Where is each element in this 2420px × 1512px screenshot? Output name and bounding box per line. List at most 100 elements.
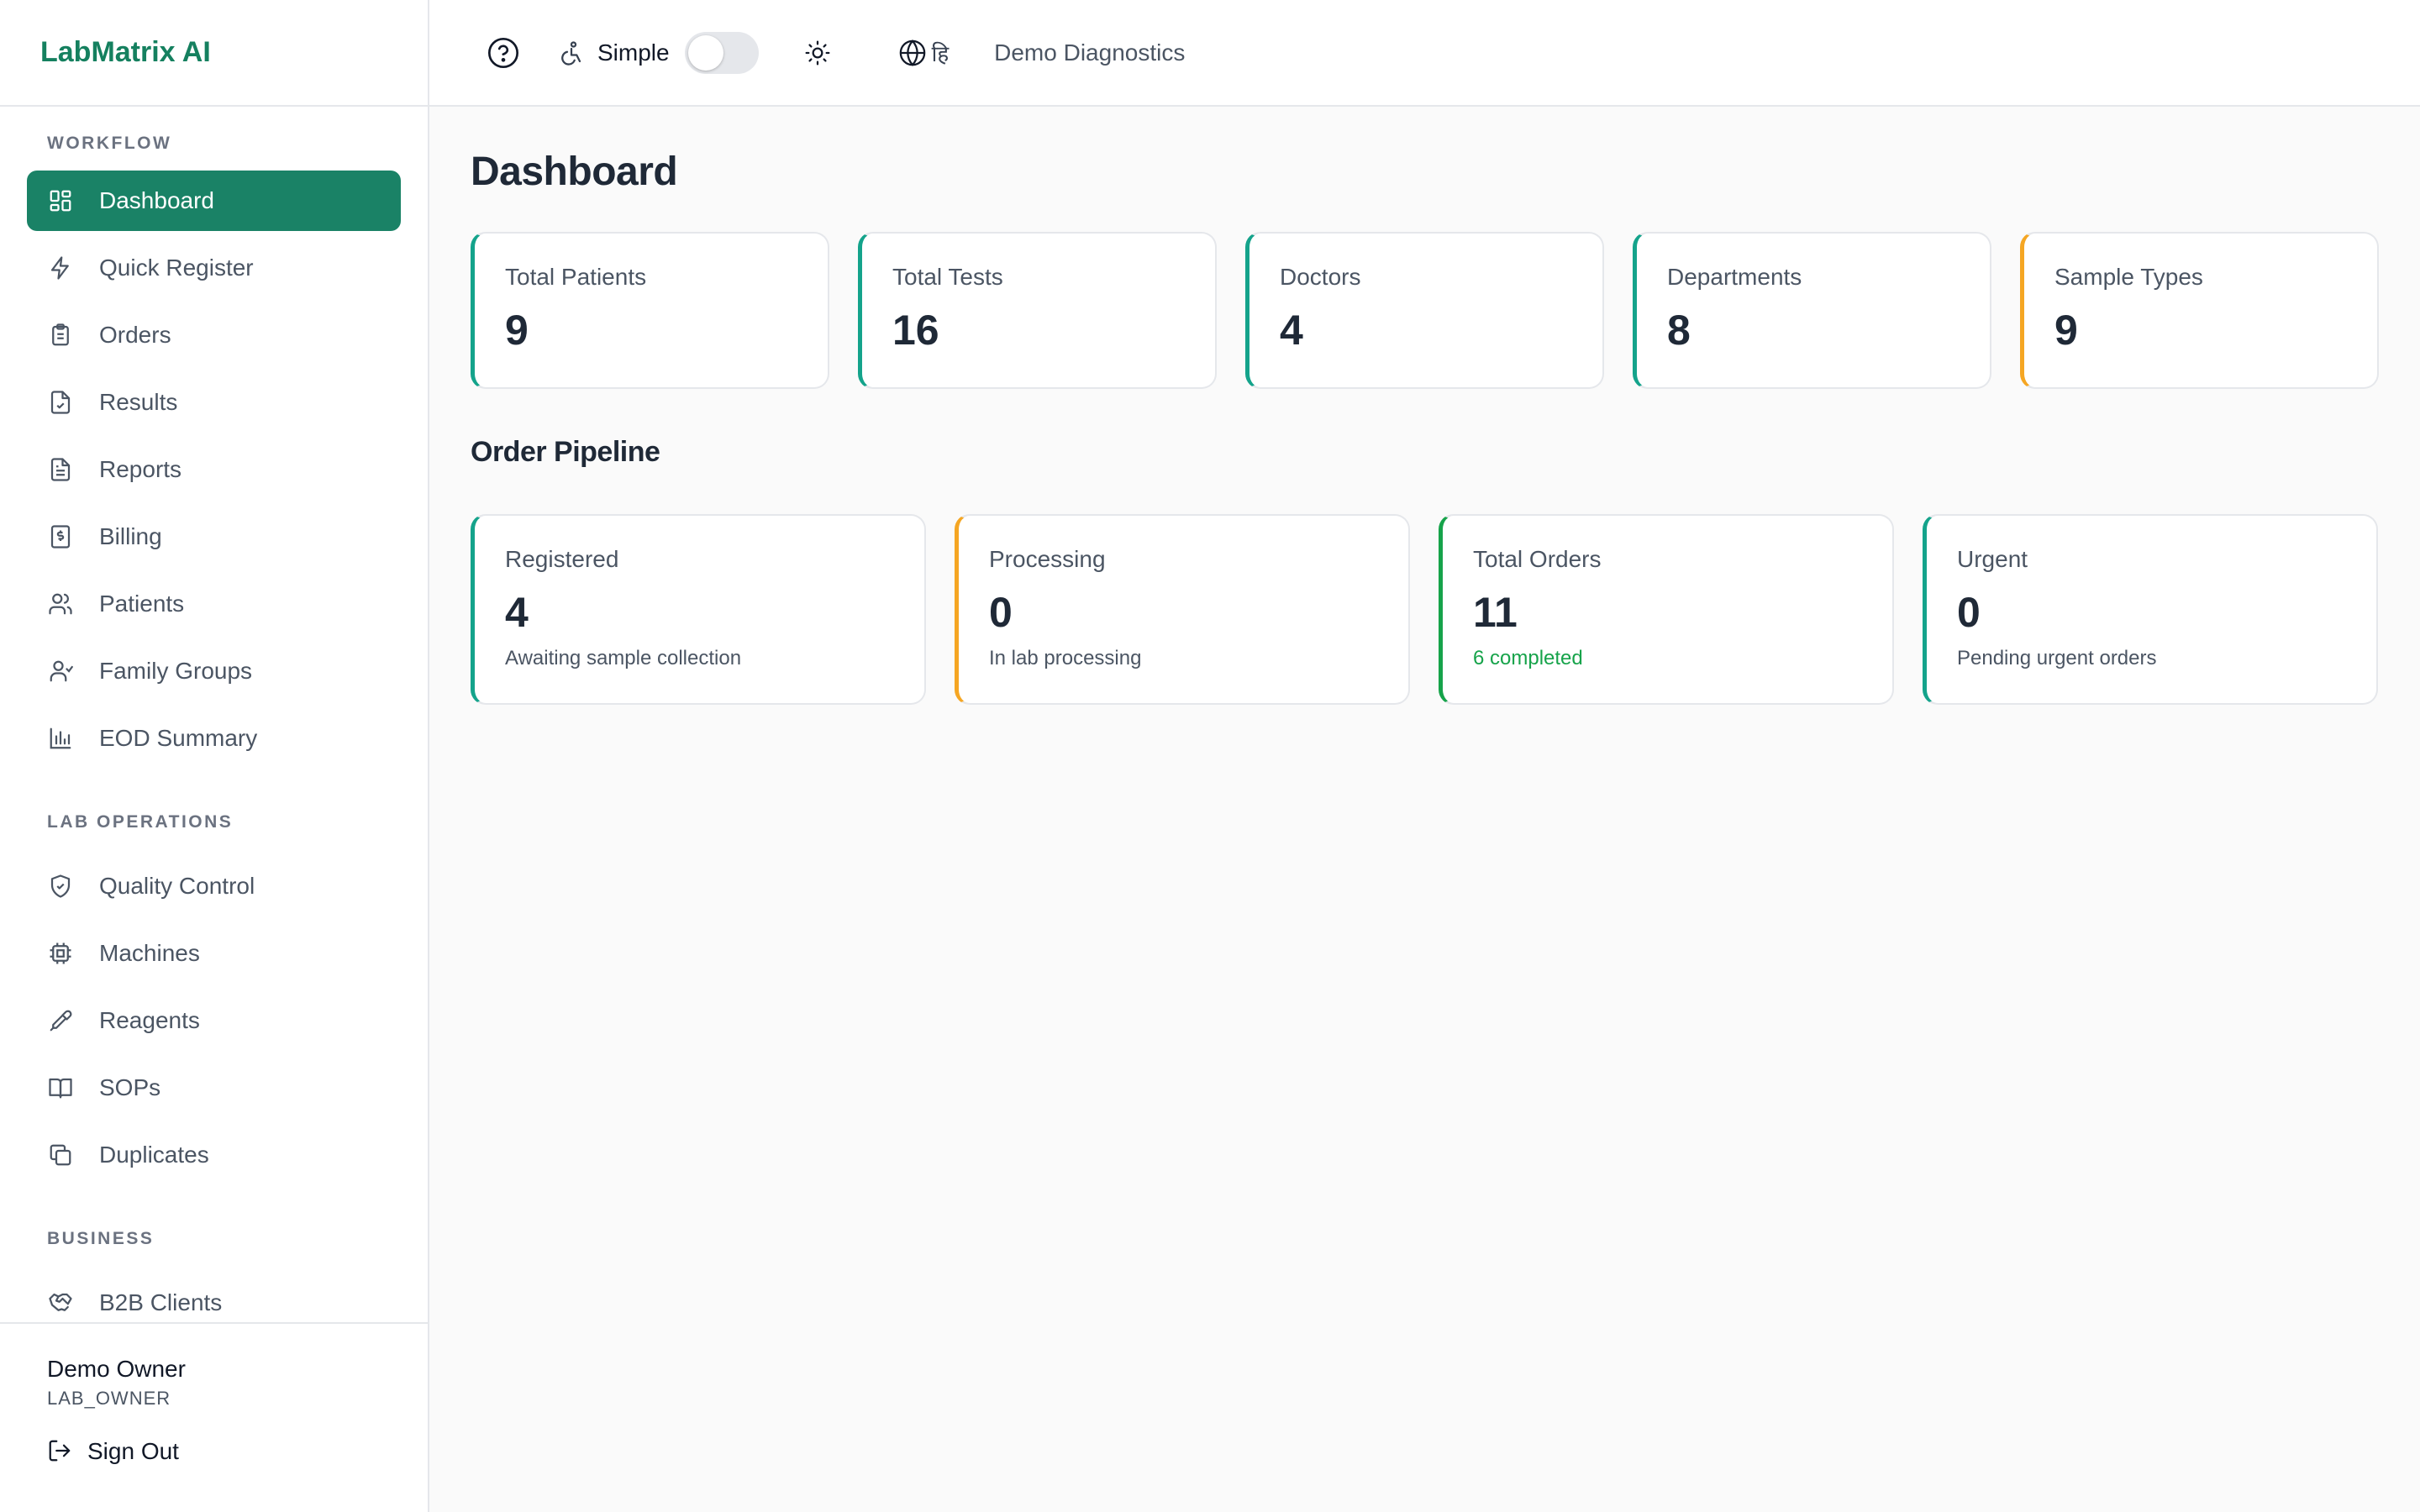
pipeline-label: Urgent [1957,546,2028,572]
handshake-icon [47,1289,74,1316]
organization-name: Demo Diagnostics [994,39,1186,66]
file-check-icon [47,389,74,416]
stat-value: 16 [892,307,939,354]
stat-value: 8 [1667,307,1691,354]
dashboard-icon [47,187,74,214]
sign-out-button[interactable]: Sign Out [47,1438,428,1465]
sidebar-item-dashboard[interactable]: Dashboard [27,171,401,231]
main-content: Dashboard Total Patients 9 Total Tests 1… [471,107,2380,705]
stat-label: Sample Types [2054,264,2203,290]
sun-icon[interactable] [804,39,831,66]
lightning-icon [47,255,74,281]
sidebar-item-patients[interactable]: Patients [27,574,401,634]
stat-label: Total Patients [505,264,647,290]
sidebar-item-label: SOPs [99,1074,161,1100]
stat-card-total-patients: Total Patients 9 [471,232,829,389]
toggle-knob [687,34,723,71]
sidebar-item-reagents[interactable]: Reagents [27,990,401,1051]
pipeline-card-processing: Processing 0 In lab processing [955,514,1410,705]
sidebar-item-label: Patients [99,591,185,617]
sidebar-item-quality-control[interactable]: Quality Control [27,856,401,916]
top-bar: Simple हि Demo Diagnostics [429,0,2420,107]
shield-check-icon [47,873,74,900]
cpu-icon [47,940,74,967]
pipeline-subtext: In lab processing [989,647,1142,669]
page-title: Dashboard [471,150,678,194]
stat-value: 9 [505,307,529,354]
sidebar-item-eod-summary[interactable]: EOD Summary [27,708,401,769]
sidebar-item-quick-register[interactable]: Quick Register [27,238,401,298]
pipeline-subtext: Pending urgent orders [1957,647,2157,669]
sidebar-item-duplicates[interactable]: Duplicates [27,1125,401,1185]
clipboard-icon [47,322,74,349]
user-group-icon [47,658,74,685]
stat-value: 4 [1280,307,1303,354]
copy-icon [47,1142,74,1168]
pipeline-subtext: Awaiting sample collection [505,647,742,669]
bar-chart-icon [47,725,74,752]
sidebar-item-sops[interactable]: SOPs [27,1058,401,1118]
sidebar-item-family-groups[interactable]: Family Groups [27,641,401,701]
book-icon [47,1074,74,1101]
stat-card-sample-types: Sample Types 9 [2020,232,2379,389]
receipt-icon [47,523,74,550]
sign-out-label: Sign Out [87,1438,179,1464]
sidebar-item-label: Family Groups [99,658,253,684]
users-icon [47,591,74,617]
user-name: Demo Owner [47,1356,186,1382]
sidebar-item-results[interactable]: Results [27,372,401,433]
pipeline-card-registered: Registered 4 Awaiting sample collection [471,514,926,705]
simple-mode-toggle[interactable] [684,31,759,74]
sidebar-nav: WORKFLOW Dashboard Quick Register Orders… [0,107,428,1333]
help-icon[interactable] [487,36,520,70]
sidebar-item-label: EOD Summary [99,725,258,751]
pipeline-label: Registered [505,546,619,572]
section-label-lab-operations: LAB OPERATIONS [47,812,234,832]
sidebar-item-label: Quality Control [99,873,255,899]
sidebar-item-machines[interactable]: Machines [27,923,401,984]
stat-card-total-tests: Total Tests 16 [858,232,1217,389]
language-switcher[interactable]: हि [898,38,950,68]
pipeline-value: 0 [1957,589,1981,636]
pipeline-value: 0 [989,589,1013,636]
pipeline-card-total-orders: Total Orders 11 6 completed [1439,514,1894,705]
stats-row: Total Patients 9 Total Tests 16 Doctors … [471,232,2380,389]
pipeline-subtext: 6 completed [1473,647,1583,669]
app-logo[interactable]: LabMatrix AI [0,0,428,107]
section-label-workflow: WORKFLOW [47,134,172,153]
sidebar-item-label: Dashboard [99,187,214,213]
order-pipeline-title: Order Pipeline [471,436,660,468]
logout-icon [47,1438,74,1465]
sidebar-item-label: Results [99,389,178,415]
sidebar-item-orders[interactable]: Orders [27,305,401,365]
stat-label: Departments [1667,264,1802,290]
accessibility-icon [559,40,584,66]
sidebar-item-label: Duplicates [99,1142,209,1168]
sidebar-item-label: Machines [99,940,200,966]
sidebar: LabMatrix AI WORKFLOW Dashboard Quick Re… [0,0,429,1512]
sidebar-item-label: Orders [99,322,171,348]
order-pipeline: Registered 4 Awaiting sample collection … [471,514,2380,705]
file-text-icon [47,456,74,483]
sidebar-item-label: Reagents [99,1007,200,1033]
mode-label: Simple [597,39,670,66]
pipeline-value: 11 [1473,589,1518,636]
stat-label: Doctors [1280,264,1361,290]
user-role: LAB_OWNER [47,1388,171,1409]
pipette-icon [47,1007,74,1034]
stat-value: 9 [2054,307,2078,354]
language-label: हि [931,40,950,66]
stat-card-departments: Departments 8 [1633,232,1991,389]
sidebar-item-reports[interactable]: Reports [27,439,401,500]
user-panel: Demo Owner LAB_OWNER Sign Out [0,1322,428,1512]
sidebar-item-label: Billing [99,523,162,549]
sidebar-item-label: Reports [99,456,182,482]
section-label-business: BUSINESS [47,1229,155,1248]
sidebar-item-billing[interactable]: Billing [27,507,401,567]
stat-label: Total Tests [892,264,1003,290]
sidebar-item-label: Quick Register [99,255,254,281]
globe-icon [898,39,927,67]
pipeline-label: Processing [989,546,1106,572]
sidebar-item-b2b-clients[interactable]: B2B Clients [27,1273,401,1333]
sidebar-item-label: B2B Clients [99,1289,223,1315]
